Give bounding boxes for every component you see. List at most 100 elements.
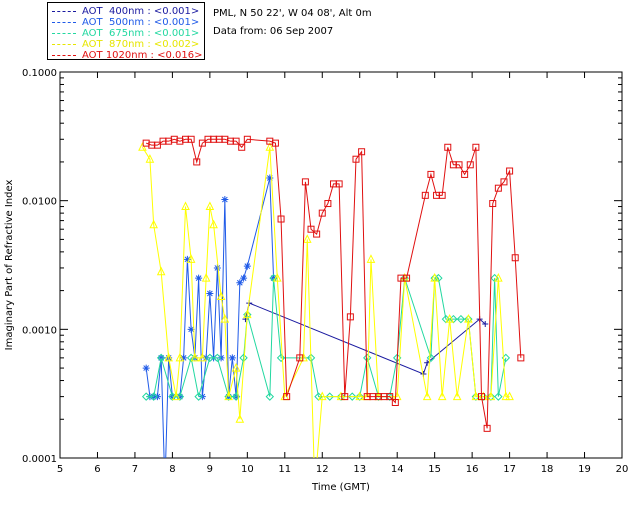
legend-swatch-400nm bbox=[52, 11, 76, 12]
series-aot-1020nm-point bbox=[461, 170, 469, 178]
series-aot-1020nm-point bbox=[307, 225, 315, 233]
series-aot-500nm-point bbox=[213, 264, 221, 272]
x-axis-label: Time (GMT) bbox=[311, 482, 370, 493]
series-aot-500nm-point bbox=[142, 364, 150, 372]
legend-item-1020nm: AOT 1020nm : <0.016> bbox=[52, 50, 202, 61]
legend-item-675nm: AOT 675nm : <0.001> bbox=[52, 28, 199, 39]
x-tick-label: 15 bbox=[428, 464, 441, 475]
y-tick-label: 0.0100 bbox=[22, 197, 57, 208]
series-aot-870nm-point bbox=[317, 391, 327, 401]
series-aot-1020nm-point bbox=[193, 158, 201, 166]
y-tick-label: 0.1000 bbox=[22, 68, 57, 79]
series-aot-1020nm-point bbox=[489, 200, 497, 208]
series-aot-1020nm-point bbox=[466, 161, 474, 169]
series-aot-1020nm-line bbox=[146, 138, 522, 429]
series-aot-1020nm-point bbox=[232, 137, 240, 145]
series-aot-870nm-point bbox=[198, 352, 207, 362]
series-aot-870nm-point bbox=[145, 154, 155, 163]
series-aot-675nm-point bbox=[213, 353, 222, 363]
series-aot-870nm-point bbox=[175, 352, 185, 362]
series-aot-500nm-line bbox=[145, 177, 275, 458]
series-aot-1020nm-point bbox=[187, 135, 195, 143]
x-tick-label: 16 bbox=[466, 464, 479, 475]
series-aot-1020nm-point bbox=[427, 170, 435, 178]
series-aot-870nm-point bbox=[422, 391, 432, 401]
series-aot-870nm-point bbox=[231, 362, 241, 372]
series-aot-1020nm-point bbox=[301, 178, 309, 186]
series-aot-870nm-point bbox=[430, 273, 439, 282]
series-aot-870nm-point bbox=[205, 201, 215, 211]
series-aot-1020nm-point bbox=[352, 155, 360, 163]
series-aot-870nm-point bbox=[494, 273, 503, 282]
series-aot-1020nm-point bbox=[391, 398, 399, 406]
x-tick-label: 7 bbox=[132, 464, 138, 475]
legend-label-675nm: AOT 675nm : <0.001> bbox=[82, 28, 200, 39]
series-aot-1020nm-point bbox=[438, 191, 446, 199]
legend-swatch-1020nm bbox=[52, 55, 76, 56]
series-aot-500nm-point bbox=[180, 354, 188, 362]
x-tick-label: 11 bbox=[278, 464, 291, 475]
series-aot-675nm-point bbox=[156, 353, 166, 363]
legend-item-500nm: AOT 500nm : <0.001> bbox=[52, 17, 199, 28]
series-aot-1020nm-point bbox=[478, 393, 485, 401]
x-tick-label: 17 bbox=[503, 464, 516, 475]
series-aot-1020nm-point bbox=[271, 139, 279, 147]
legend-item-400nm: AOT 400nm : <0.001> bbox=[52, 6, 199, 17]
series-aot-675nm-point bbox=[265, 392, 275, 401]
series-aot-870nm-point bbox=[464, 314, 473, 323]
series-aot-1020nm-point bbox=[318, 209, 326, 217]
series-aot-1020nm-point bbox=[421, 191, 429, 199]
series-aot-500nm-point bbox=[243, 262, 251, 270]
y-tick-label: 0.0001 bbox=[22, 454, 57, 465]
series-aot-1020nm-point bbox=[277, 215, 285, 223]
series-aot-870nm-point bbox=[138, 142, 147, 151]
series-aot-675nm-point bbox=[141, 392, 151, 401]
series-aot-1020nm-point bbox=[403, 274, 411, 282]
series-aot-1020nm-point bbox=[358, 148, 366, 156]
series-aot-675nm-point bbox=[348, 392, 357, 401]
legend-label-400nm: AOT 400nm : <0.001> bbox=[82, 6, 200, 17]
legend-swatch-675nm bbox=[52, 33, 76, 34]
series-aot-675nm-point bbox=[426, 353, 436, 363]
x-tick-label: 13 bbox=[353, 464, 366, 475]
series-aot-675nm-point bbox=[205, 353, 215, 363]
series-aot-500nm-point bbox=[206, 289, 214, 297]
series-aot-500nm-point bbox=[228, 354, 236, 362]
series-aot-500nm-point bbox=[236, 279, 244, 287]
series-aot-1020nm-point bbox=[511, 254, 519, 262]
series-aot-1020nm-point bbox=[296, 354, 304, 362]
series-aot-870nm-point bbox=[149, 219, 158, 229]
series-aot-1020nm-point bbox=[324, 200, 332, 208]
series-aot-1020nm-point bbox=[238, 143, 246, 151]
series-aot-1020nm-point bbox=[243, 135, 251, 143]
series-aot-870nm-point bbox=[164, 352, 173, 362]
x-tick-label: 19 bbox=[578, 464, 591, 475]
series-aot-675nm-point bbox=[325, 392, 334, 401]
x-tick-label: 9 bbox=[207, 464, 213, 475]
series-aot-1020nm-point bbox=[283, 393, 291, 401]
series-aot-1020nm-point bbox=[444, 143, 452, 151]
legend-label-1020nm: AOT 1020nm : <0.016> bbox=[82, 50, 203, 61]
legend-label-870nm: AOT 870nm : <0.002> bbox=[82, 39, 200, 50]
series-aot-1020nm-point bbox=[386, 393, 394, 401]
series-aot-500nm-point bbox=[221, 196, 229, 204]
series-aot-500nm-point bbox=[187, 325, 195, 333]
series-aot-1020nm-point bbox=[153, 141, 161, 149]
series-aot-870nm-point bbox=[355, 391, 365, 401]
series-aot-870nm-point bbox=[265, 142, 275, 151]
series-aot-870nm-point bbox=[366, 254, 376, 263]
legend-swatch-500nm bbox=[52, 22, 76, 23]
series-aot-1020nm-point bbox=[506, 167, 514, 175]
series-aot-870nm-point bbox=[302, 234, 312, 243]
plot-frame bbox=[59, 71, 623, 459]
x-tick-label: 10 bbox=[241, 464, 254, 475]
series-aot-1020nm-point bbox=[455, 161, 463, 169]
series-aot-500nm-point bbox=[195, 274, 203, 282]
series-aot-870nm-point bbox=[243, 309, 252, 319]
series-aot-500nm-point bbox=[240, 274, 248, 282]
series-aot-870nm-point bbox=[299, 352, 308, 362]
series-aot-1020nm-point bbox=[198, 139, 206, 147]
series-aot-1020nm-point bbox=[494, 184, 502, 192]
series-aot-500nm-point bbox=[183, 255, 191, 263]
